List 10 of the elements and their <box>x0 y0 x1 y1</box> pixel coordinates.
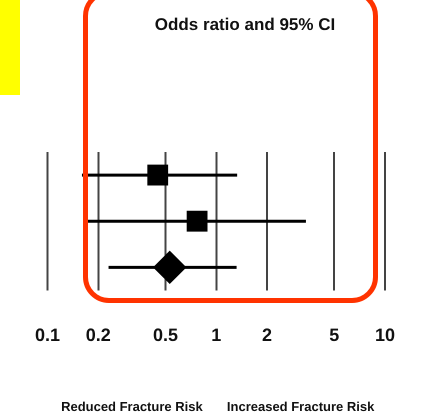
text: Reduced Fracture Risk <box>61 399 204 414</box>
x-tick-label: 1 <box>211 325 222 346</box>
x-tick-label: 5 <box>329 325 340 346</box>
x-tick-label: 10 <box>374 325 396 346</box>
x-tick-label: 0.5 <box>152 325 178 346</box>
text: Increased Fracture Risk <box>226 399 376 414</box>
x-tick-label: 0.2 <box>86 325 111 346</box>
x-tick-label: 2 <box>262 325 272 346</box>
x-tick-label: 0.1 <box>34 325 60 346</box>
chart-title: Odds ratio and 95% CI <box>154 15 336 34</box>
